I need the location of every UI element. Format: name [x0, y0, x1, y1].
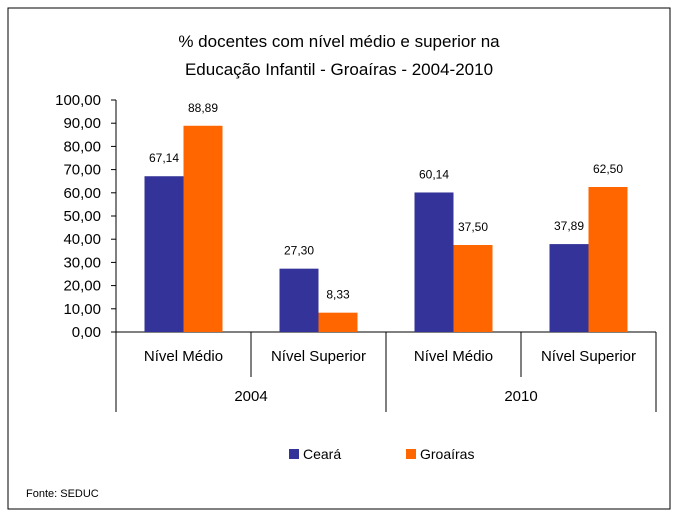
bar-ceara — [414, 192, 454, 332]
bar-data-label: 60,14 — [419, 167, 449, 181]
y-tick-label: 40,00 — [63, 231, 101, 248]
chart-title-line-2: Educação Infantil - Groaíras - 2004-2010 — [185, 60, 493, 79]
x-category-label: Nível Médio — [144, 348, 223, 365]
bar-groairas — [318, 312, 358, 332]
y-tick-label: 70,00 — [63, 162, 101, 179]
y-tick-label: 60,00 — [63, 185, 101, 202]
legend: Ceará Groaíras — [289, 446, 474, 462]
x-group-label: 2004 — [234, 388, 267, 405]
bar-data-label: 62,50 — [593, 162, 623, 176]
y-tick-label: 50,00 — [63, 208, 101, 225]
bar-ceara — [144, 176, 184, 332]
x-category-label: Nível Médio — [414, 348, 493, 365]
source-note: Fonte: SEDUC — [26, 488, 99, 500]
x-category-label: Nível Superior — [271, 348, 366, 365]
legend-label: Ceará — [303, 446, 341, 462]
bar-groairas — [183, 125, 223, 332]
bar-data-label: 37,50 — [458, 220, 488, 234]
x-category-label: Nível Superior — [541, 348, 636, 365]
legend-label: Groaíras — [420, 446, 474, 462]
legend-swatch — [289, 449, 299, 459]
bar-groairas — [453, 245, 493, 332]
bar-groairas — [588, 187, 628, 332]
y-tick-label: 10,00 — [63, 301, 101, 318]
bar-ceara — [279, 268, 319, 332]
chart-title-line-1: % docentes com nível médio e superior na — [178, 32, 500, 51]
bar-data-label: 37,89 — [554, 219, 584, 233]
legend-swatch — [406, 449, 416, 459]
y-tick-label: 20,00 — [63, 278, 101, 295]
x-group-label: 2010 — [504, 388, 537, 405]
y-tick-label: 100,00 — [55, 92, 101, 109]
bar-ceara — [549, 244, 589, 332]
y-tick-label: 0,00 — [72, 324, 101, 341]
y-tick-label: 90,00 — [63, 115, 101, 132]
bar-data-label: 88,89 — [188, 101, 218, 115]
bar-data-label: 8,33 — [326, 288, 350, 302]
plot-area: 0,00 10,00 20,00 30,00 40,00 50,00 60,00 70,00 8… — [55, 92, 657, 412]
bar-data-label: 27,30 — [284, 244, 314, 258]
y-tick-label: 30,00 — [63, 254, 101, 271]
bar-data-label: 67,14 — [149, 151, 179, 165]
y-tick-label: 80,00 — [63, 138, 101, 155]
